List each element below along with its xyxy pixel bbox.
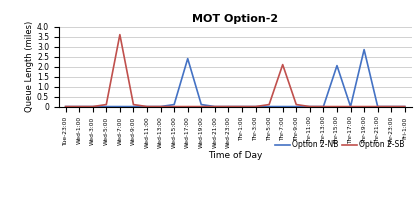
Option 2-NB [90,105,95,108]
Option 2-NB [389,105,394,108]
Option 2-NB [117,105,122,108]
Title: MOT Option-2: MOT Option-2 [192,14,278,24]
Option 2-SB [213,105,218,108]
Line: Option 2-NB: Option 2-NB [66,50,405,107]
Option 2-SB [239,105,244,108]
Option 2-SB [185,105,190,108]
Option 2-SB [253,105,258,108]
Option 2-NB [402,105,407,108]
X-axis label: Time of Day: Time of Day [208,151,262,160]
Option 2-NB [362,48,367,51]
Option 2-SB [199,105,204,108]
Option 2-NB [348,105,353,108]
Option 2-SB [267,103,272,106]
Line: Option 2-SB: Option 2-SB [66,35,405,107]
Option 2-NB [253,105,258,108]
Option 2-NB [131,105,136,108]
Option 2-SB [321,105,326,108]
Option 2-NB [63,105,68,108]
Option 2-SB [294,103,299,106]
Option 2-NB [226,105,231,108]
Option 2-SB [144,105,150,108]
Option 2-NB [267,105,272,108]
Option 2-SB [389,105,394,108]
Option 2-NB [334,64,339,67]
Option 2-NB [321,105,326,108]
Option 2-SB [104,103,109,106]
Option 2-SB [158,105,163,108]
Option 2-SB [131,103,136,106]
Option 2-SB [307,105,312,108]
Option 2-SB [334,105,339,108]
Y-axis label: Queue Length (miles): Queue Length (miles) [25,21,34,112]
Option 2-SB [375,105,380,108]
Option 2-NB [294,105,299,108]
Option 2-NB [158,105,163,108]
Option 2-NB [104,105,109,108]
Option 2-NB [199,103,204,106]
Option 2-NB [172,103,177,106]
Option 2-NB [375,105,380,108]
Option 2-NB [213,105,218,108]
Option 2-NB [185,57,190,60]
Option 2-NB [76,105,81,108]
Option 2-NB [280,105,285,108]
Option 2-SB [280,63,285,66]
Option 2-SB [402,105,407,108]
Option 2-SB [117,33,122,36]
Option 2-SB [226,105,231,108]
Option 2-NB [239,105,244,108]
Option 2-SB [348,105,353,108]
Legend: Option 2-NB, Option 2-SB: Option 2-NB, Option 2-SB [272,137,408,152]
Option 2-NB [307,105,312,108]
Option 2-SB [172,105,177,108]
Option 2-SB [90,105,95,108]
Option 2-NB [144,105,150,108]
Option 2-SB [63,105,68,108]
Option 2-SB [362,105,367,108]
Option 2-SB [76,105,81,108]
